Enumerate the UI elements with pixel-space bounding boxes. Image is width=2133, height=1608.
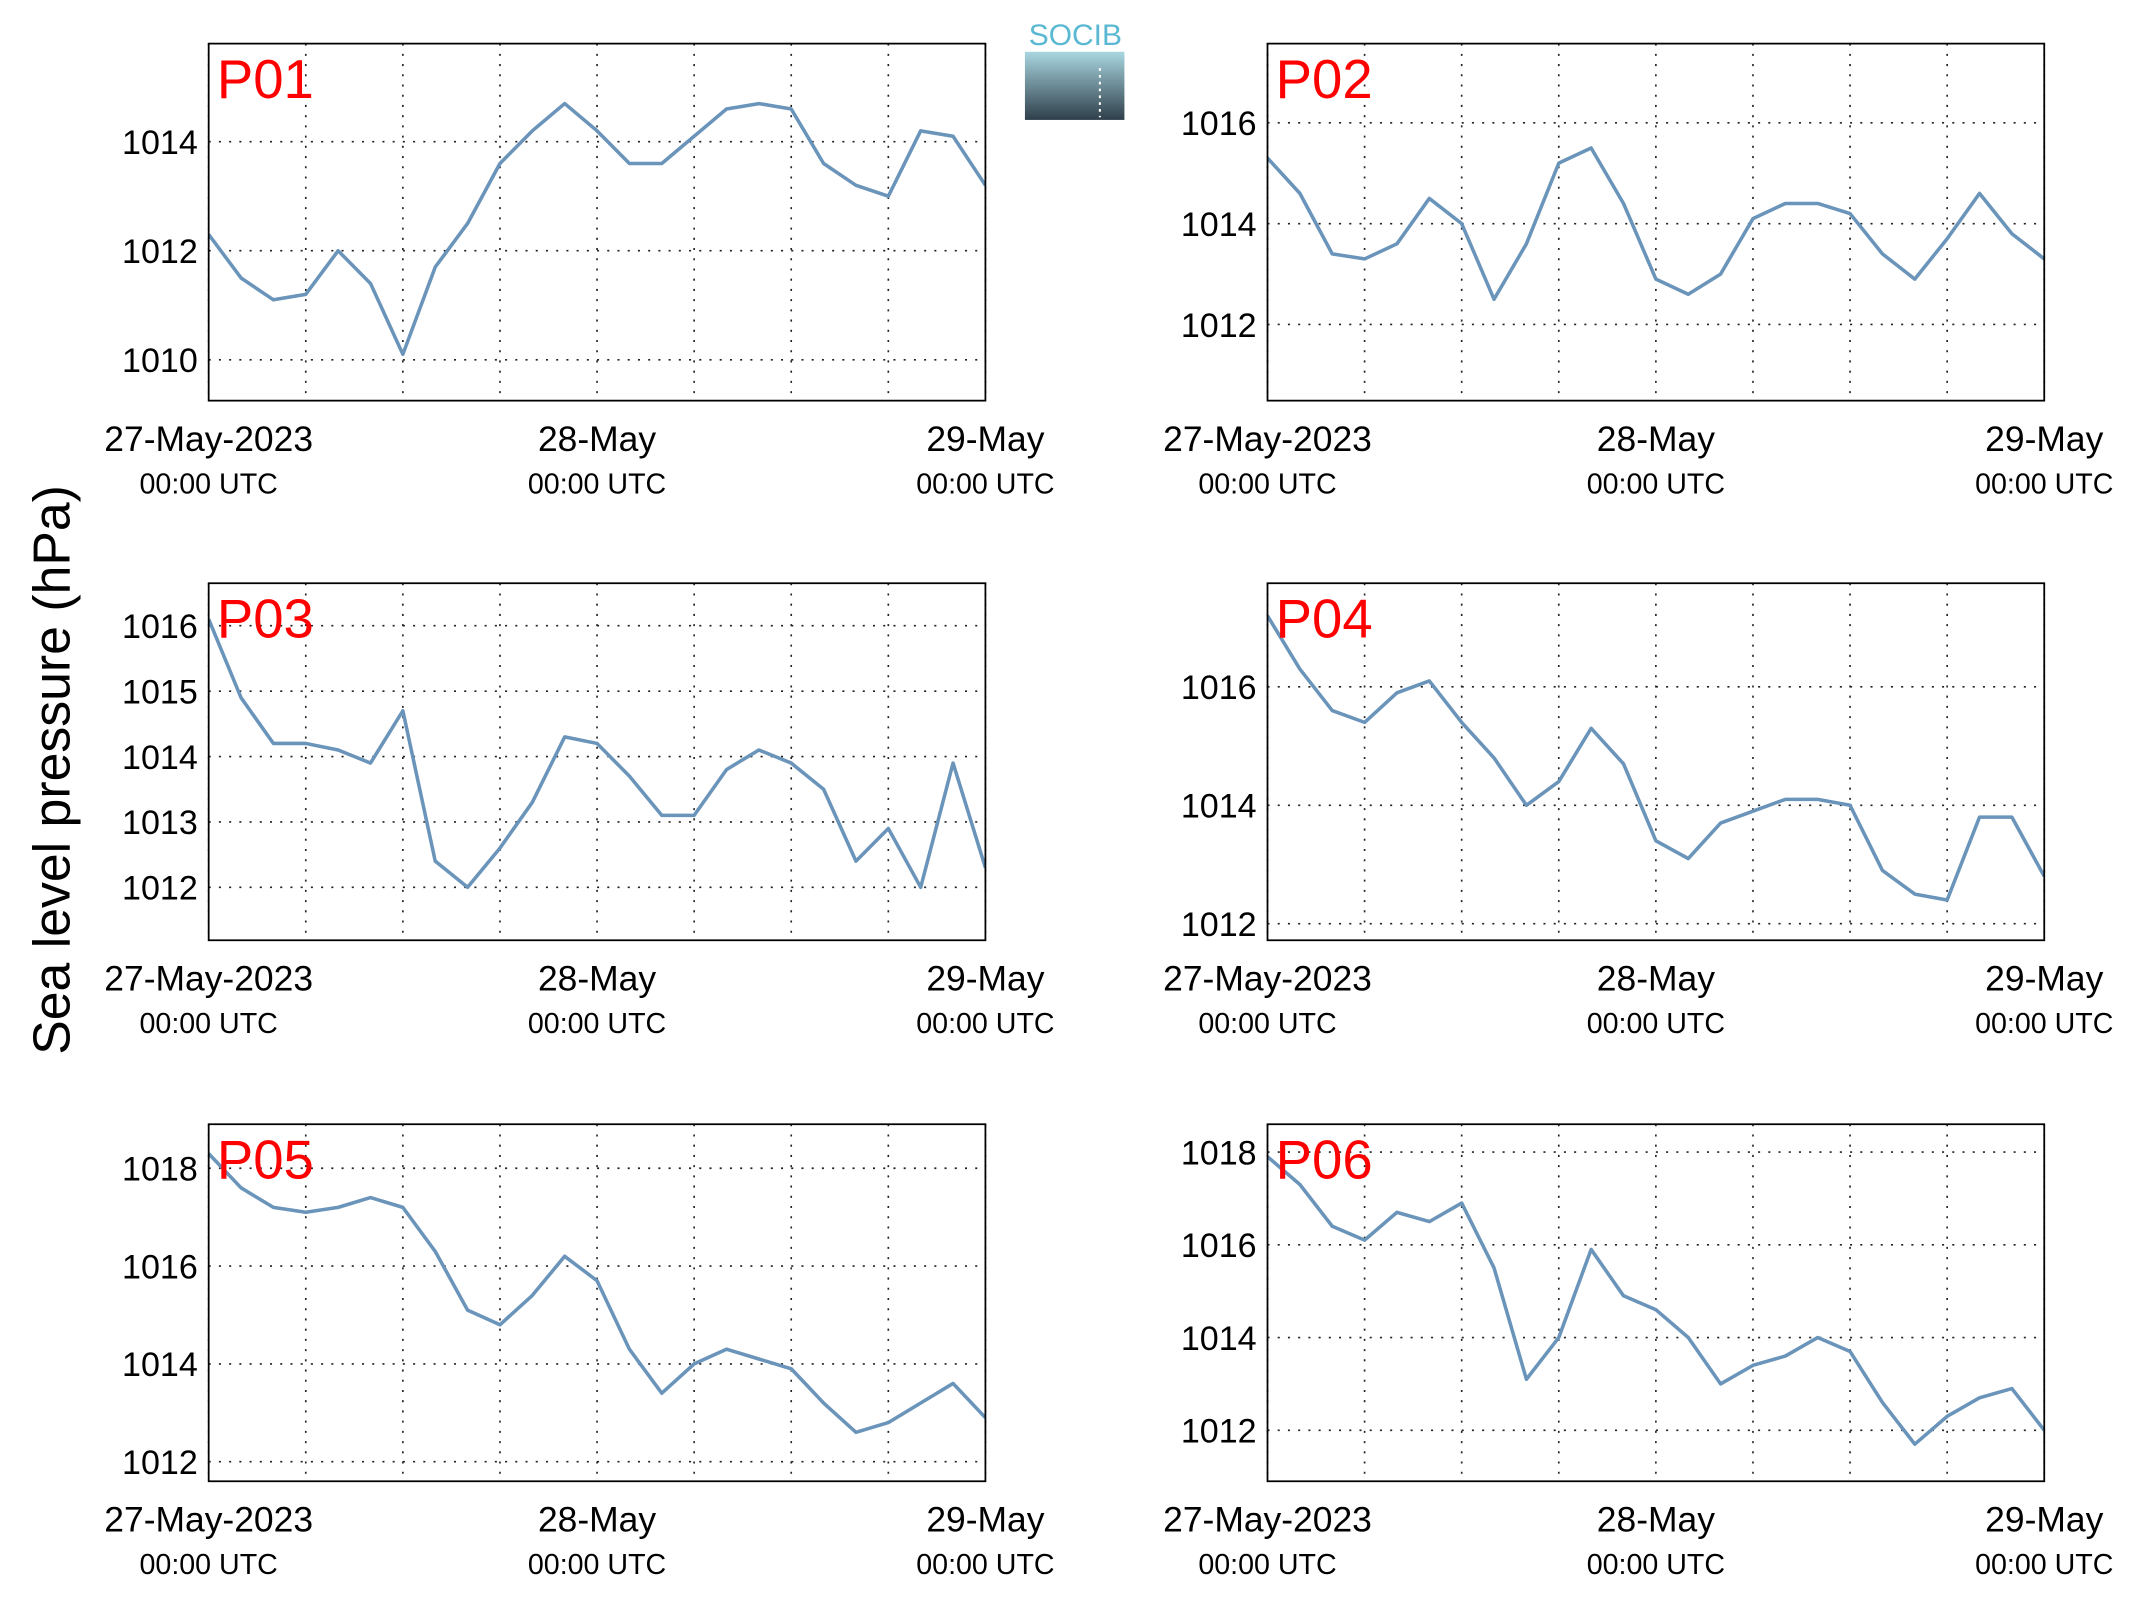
data-line [1267,1155,2045,1446]
y-tick-label: 1014 [1181,1320,1257,1358]
y-tick-label: 1014 [1181,206,1257,244]
plot-frame [1266,1123,2046,1483]
y-tick-label: 1012 [122,1444,198,1482]
panel: 27-May-2023 00:00 UTC 28-May 00:00 UTC 29-Ma… [104,582,1055,1040]
y-tick-label: 1018 [122,1151,198,1189]
data-line [208,101,986,357]
data-line [1267,146,2045,302]
chart-title: P02 [1276,49,1373,110]
x-tick-label: 29-May [1985,1500,2103,1540]
x-tick-sublabel: 00:00 UTC [1587,1549,1725,1581]
data-line [1267,614,2045,902]
x-tick-sublabel: 00:00 UTC [1198,1008,1336,1040]
x-tick-label: 28-May [1597,419,1715,459]
x-tick-label: 27-May-2023 [104,959,313,999]
y-tick-label: 1016 [1181,1227,1257,1265]
y-tick-label: 1014 [122,1346,198,1384]
x-tick-label: 27-May-2023 [1163,419,1372,459]
x-tick-sublabel: 00:00 UTC [916,1549,1054,1581]
panel: 27-May-2023 00:00 UTC 28-May 00:00 UTC 29-Ma… [1163,1123,2113,1581]
y-tick-label: 1016 [122,1248,198,1286]
x-tick-sublabel: 00:00 UTC [140,1549,278,1581]
y-tick-label: 1012 [122,870,198,908]
y-tick-label: 1018 [1181,1134,1257,1172]
x-tick-sublabel: 00:00 UTC [140,1008,278,1040]
x-tick-sublabel: 00:00 UTC [528,468,666,500]
chart-title: P01 [217,49,314,110]
x-tick-label: 28-May [538,959,656,999]
y-tick-label: 1012 [1181,906,1257,944]
x-tick-label: 29-May [926,419,1044,459]
x-tick-sublabel: 00:00 UTC [140,468,278,500]
y-tick-label: 1014 [1181,788,1257,826]
y-tick-label: 1016 [1181,669,1257,707]
x-tick-label: 28-May [1597,959,1715,999]
logo: SOCIB [1024,19,1125,120]
panel: 27-May-2023 00:00 UTC 28-May 00:00 UTC 29-Ma… [1163,582,2113,1040]
x-tick-label: 28-May [538,419,656,459]
plot-frame [1266,42,2046,402]
x-tick-label: 27-May-2023 [104,1500,313,1540]
x-tick-label: 29-May [926,1500,1044,1540]
y-tick-label: 1012 [1181,307,1257,345]
plot-area [208,101,986,357]
plot-frame [1266,582,2046,942]
x-tick-sublabel: 00:00 UTC [528,1549,666,1581]
chart-title: P06 [1276,1130,1373,1191]
x-tick-sublabel: 00:00 UTC [1975,1008,2113,1040]
y-tick-label: 1016 [1181,105,1257,143]
panel: 27-May-2023 00:00 UTC 28-May 00:00 UTC 29-Ma… [104,1123,1055,1581]
y-tick-label: 1013 [122,804,198,842]
panel: 27-May-2023 00:00 UTC 28-May 00:00 UTC 29-Ma… [1163,42,2113,500]
logo-text: SOCIB [1029,19,1122,52]
plot-area [1267,614,2045,902]
y-tick-label: 1010 [122,342,198,380]
y-tick-label: 1014 [122,124,198,162]
x-tick-label: 29-May [926,959,1044,999]
data-line [208,618,986,890]
x-tick-label: 28-May [1597,1500,1715,1540]
chart-title: P03 [217,589,314,650]
x-tick-sublabel: 00:00 UTC [1975,468,2113,500]
x-tick-label: 27-May-2023 [1163,1500,1372,1540]
plot-frame [207,42,987,402]
x-tick-sublabel: 00:00 UTC [916,1008,1054,1040]
chart-title: P05 [217,1130,314,1191]
x-tick-sublabel: 00:00 UTC [528,1008,666,1040]
plot-area [1267,1155,2045,1446]
plot-area [208,618,986,890]
y-tick-label: 1014 [122,739,198,777]
x-tick-label: 29-May [1985,419,2103,459]
panel: 27-May-2023 00:00 UTC 28-May 00:00 UTC 29-Ma… [104,42,1055,500]
x-tick-label: 29-May [1985,959,2103,999]
plot-frame [207,1123,987,1483]
x-tick-label: 28-May [538,1500,656,1540]
x-tick-sublabel: 00:00 UTC [1587,1008,1725,1040]
x-tick-sublabel: 00:00 UTC [1198,468,1336,500]
chart-title: P04 [1276,589,1373,650]
y-tick-label: 1016 [122,608,198,646]
y-tick-label: 1015 [122,673,198,711]
x-tick-sublabel: 00:00 UTC [1198,1549,1336,1581]
y-tick-label: 1012 [1181,1413,1257,1451]
logo-block [1024,51,1125,120]
x-tick-sublabel: 00:00 UTC [916,468,1054,500]
x-tick-label: 27-May-2023 [104,419,313,459]
y-axis-label: Sea level pressure (hPa) [23,485,81,1055]
plot-area [1267,146,2045,302]
y-tick-label: 1012 [122,233,198,271]
x-tick-label: 27-May-2023 [1163,959,1372,999]
x-tick-sublabel: 00:00 UTC [1975,1549,2113,1581]
data-line [208,1152,986,1435]
plot-area [208,1152,986,1435]
x-tick-sublabel: 00:00 UTC [1587,468,1725,500]
plot-frame [207,582,987,942]
